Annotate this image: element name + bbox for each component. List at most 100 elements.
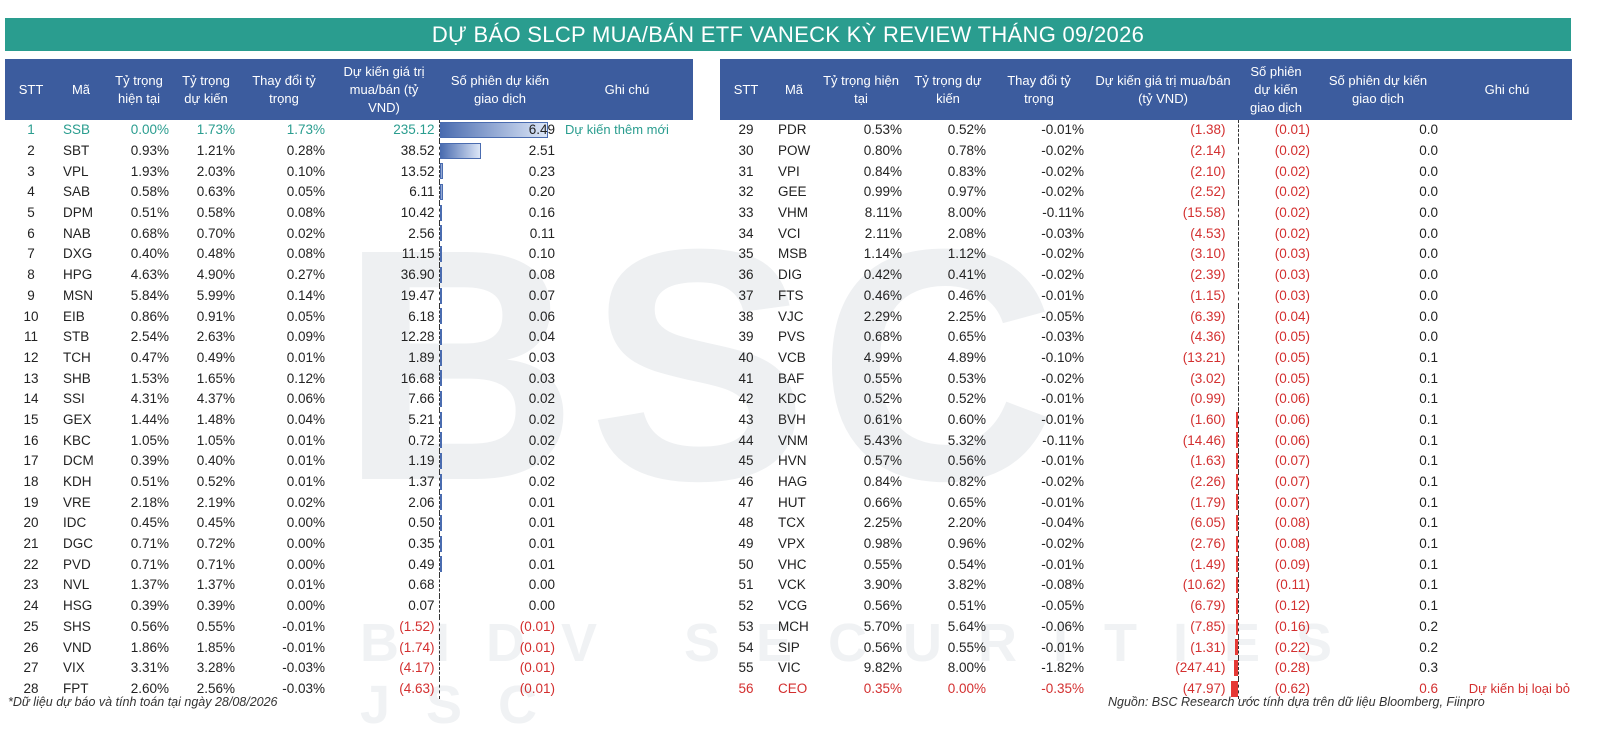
cell-stt: 44 (738, 432, 754, 448)
cell-trade-value: 2.56 (408, 225, 435, 241)
cell-sessions-rounded: 0.2 (1419, 618, 1438, 634)
table-row: 15 GEX 1.44% 1.48% 0.04% 5.21 0.02 (5, 409, 693, 431)
cell-weight-change: 0.06% (286, 391, 325, 407)
cell-ma: KDH (63, 474, 92, 490)
sessions-bar (439, 287, 442, 304)
cell-stt: 5 (27, 205, 35, 221)
cell-sessions: 2.51 (438, 140, 561, 162)
cell-ma: VCK (778, 577, 806, 593)
cell-trade-value: (1.49) (1088, 554, 1239, 576)
cell-weight-change: -0.02% (1041, 267, 1084, 283)
table-row: 47 HUT 0.66% 0.65% -0.01% (1.79) (0.07) 0.1 (720, 492, 1572, 514)
cell-ma: VPL (63, 163, 89, 179)
cell-ma: VNM (778, 432, 808, 448)
cell-trade-value: (1.52) (399, 618, 435, 634)
sessions-bar (439, 515, 442, 532)
sessions-bar (1235, 535, 1238, 552)
cell-trade-value: (4.63) (399, 680, 435, 696)
sessions-bar (1235, 411, 1238, 428)
header-so-phien: Số phiên dự kiến giao dịch (1238, 59, 1314, 120)
trade-value: (1.38) (1190, 122, 1226, 138)
cell-stt: 14 (23, 391, 39, 407)
sessions-bar (1235, 473, 1238, 490)
cell-expected-weight: 0.58% (196, 205, 235, 221)
cell-expected-weight: 2.63% (196, 329, 235, 345)
sessions-value: 0.00 (528, 577, 555, 593)
cell-note: Dự kiến bị loại bỏ (1468, 680, 1570, 696)
cell-current-weight: 0.46% (863, 287, 902, 303)
cell-ma: VJC (778, 308, 804, 324)
cell-trade-value: (10.62) (1088, 575, 1239, 596)
cell-current-weight: 0.57% (863, 453, 902, 469)
header-ty-trong-hien-tai: Tỷ trọng hiện tại (105, 59, 173, 120)
sessions-value: 0.01 (528, 556, 555, 572)
cell-weight-change: -0.06% (1041, 618, 1084, 634)
cell-expected-weight: 0.51% (947, 598, 986, 614)
sessions-bar (1235, 453, 1238, 469)
cell-trade-value: (7.85) (1088, 616, 1239, 638)
cell-sessions: (0.28) (1274, 660, 1310, 676)
cell-weight-change: 0.02% (286, 225, 325, 241)
sessions-bar (1235, 577, 1238, 594)
cell-note (561, 575, 693, 596)
cell-note (1442, 513, 1572, 534)
cell-expected-weight: 0.65% (947, 329, 986, 345)
cell-current-weight: 2.60% (130, 680, 169, 696)
cell-note (561, 265, 693, 286)
cell-sessions: (0.01) (438, 616, 561, 638)
cell-expected-weight: 0.55% (947, 639, 986, 655)
table-row: 33 VHM 8.11% 8.00% -0.11% (15.58) (0.02) 0.0 (720, 202, 1572, 224)
cell-expected-weight: 2.20% (947, 515, 986, 531)
cell-expected-weight: 1.85% (196, 639, 235, 655)
cell-trade-value: 6.18 (408, 308, 435, 324)
cell-ma: DPM (63, 205, 93, 221)
cell-note (561, 348, 693, 369)
cell-current-weight: 5.43% (863, 432, 902, 448)
sessions-bar (1235, 556, 1238, 573)
header-thay-doi-ty-trong: Thay đổi tỷ trọng (990, 59, 1088, 120)
cell-weight-change: -0.02% (1041, 370, 1084, 386)
cell-trade-value: 0.72 (408, 432, 435, 448)
cell-expected-weight: 0.41% (947, 267, 986, 283)
table-row: 7 DXG 0.40% 0.48% 0.08% 11.15 0.10 (5, 244, 693, 265)
table-row: 22 PVD 0.71% 0.71% 0.00% 0.49 0.01 (5, 554, 693, 576)
table-row: 42 KDC 0.52% 0.52% -0.01% (0.99) (0.06) 0.1 (720, 388, 1572, 410)
cell-ma: EIB (63, 308, 85, 324)
cell-sessions: 0.23 (438, 161, 561, 183)
cell-trade-value: 12.28 (400, 329, 435, 345)
table-row: 1 SSB 0.00% 1.73% 1.73% 235.12 6.49 Dự kiến thê… (5, 120, 693, 141)
cell-sessions: 0.01 (438, 533, 561, 555)
sessions-bar (1230, 680, 1238, 697)
cell-weight-change: -0.11% (1042, 205, 1084, 221)
table-row: 54 SIP 0.56% 0.55% -0.01% (1.31) (0.22) 0.2 (720, 637, 1572, 658)
cell-note (561, 492, 693, 513)
header-so-phien: Số phiên dự kiến giao dịch (439, 59, 561, 120)
cell-current-weight: 0.51% (130, 205, 169, 221)
table-row: 23 NVL 1.37% 1.37% 0.01% 0.68 0.00 (5, 575, 693, 596)
cell-weight-change: -0.05% (1041, 308, 1084, 324)
cell-ma: SSI (63, 391, 85, 407)
cell-weight-change: -0.02% (1041, 143, 1084, 159)
cell-weight-change: 0.12% (286, 370, 325, 386)
cell-stt: 18 (23, 474, 39, 490)
sessions-value: 0.11 (529, 225, 555, 241)
cell-sessions-rounded: 0.0 (1419, 225, 1438, 241)
trade-value: (47.97) (1182, 680, 1226, 696)
cell-weight-change: -0.10% (1041, 349, 1084, 365)
sessions-value: 6.49 (528, 122, 555, 138)
cell-trade-value: (4.53) (1088, 223, 1239, 245)
cell-current-weight: 2.18% (130, 494, 169, 510)
sessions-value: 0.06 (528, 308, 555, 324)
cell-note (1442, 596, 1572, 617)
cell-ma: DCM (63, 453, 94, 469)
cell-trade-value: (1.74) (399, 639, 435, 655)
cell-sessions-rounded: 0.1 (1419, 598, 1438, 614)
cell-current-weight: 1.14% (863, 246, 902, 262)
cell-expected-weight: 1.65% (196, 370, 235, 386)
sessions-value: 0.16 (528, 205, 555, 221)
cell-stt: 16 (23, 432, 39, 448)
cell-ma: KBC (63, 432, 91, 448)
cell-stt: 6 (27, 225, 35, 241)
cell-stt: 26 (23, 639, 39, 655)
sessions-bar (439, 184, 443, 201)
